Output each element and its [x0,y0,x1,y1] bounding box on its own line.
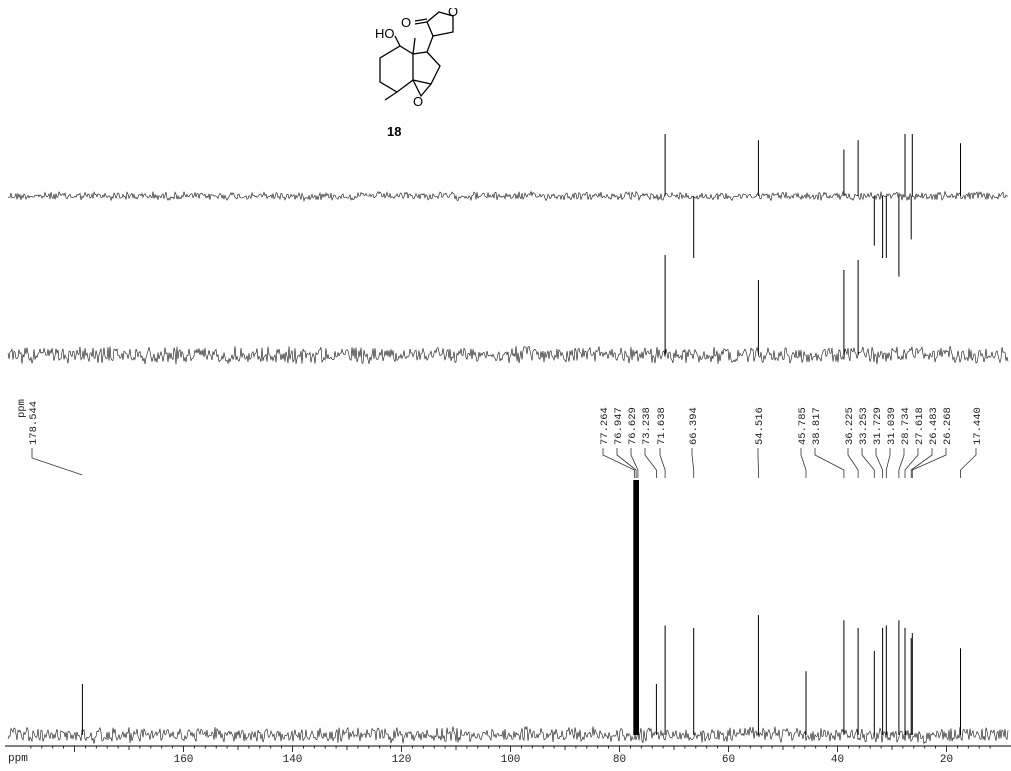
peak-leader [630,448,639,478]
peak-leader [885,448,891,478]
peak-lines [81,134,961,735]
peak-label: 31.729 [872,407,884,445]
spectrum-traces [7,190,1009,745]
tick-label-80: 80 [613,754,626,766]
peak-label: 36.225 [844,407,856,445]
tick-label-140: 140 [283,754,303,766]
peak-label: 45.785 [797,407,809,445]
peak-label: 77.264 [599,407,611,445]
peak-leader [898,448,905,478]
peak-leader [31,448,83,476]
peak-label: 76.629 [627,407,639,445]
peak-leader [875,448,883,478]
peak-label-list: ppm 178.544 77.264 76.947 76.629 73.238 71.638… [16,399,984,478]
peak-leader [910,448,933,478]
dept90-trace [7,345,1009,365]
peak-label: 26.483 [928,407,940,445]
peak-label: 27.618 [914,407,926,445]
tick-label-60: 60 [722,754,735,766]
tick-label-120: 120 [392,754,412,766]
ring-oxygen-label: O [448,8,458,19]
peak-label: 31.039 [886,407,898,445]
tick-label-160: 160 [174,754,194,766]
hydroxyl-label: HO [375,26,395,41]
molecule-structure: HO O O O 18 [375,8,458,139]
ppm-axis: ppm 160 140 120 100 80 60 40 20 [5,745,1011,766]
peak-label: 28.734 [900,407,912,445]
peak-label: 26.268 [942,407,954,445]
peak-label: 33.253 [858,407,870,445]
tick-label-40: 40 [831,754,844,766]
peak-label: 178.544 [28,401,40,445]
peak-leader [904,448,919,478]
peak-leader [644,448,657,478]
peak-label: 73.238 [641,407,653,445]
tick-label-100: 100 [501,754,521,766]
peak-leader [814,448,845,478]
peak-leader [911,448,947,478]
peak-leader [800,448,807,478]
peak-label: 66.394 [688,407,700,445]
peak-label: 76.947 [613,407,625,445]
peak-leader [659,448,666,478]
peak-leader [602,448,635,478]
peak-leader [691,448,695,478]
epoxide-oxygen-label: O [413,94,423,109]
peak-leader [847,448,859,478]
peak-label: 71.638 [656,407,668,445]
peak-list-header: ppm [16,399,28,418]
tick-label-20: 20 [940,754,953,766]
peak-label: 54.516 [754,407,766,445]
axis-label: ppm [8,753,28,765]
peak-label: 38.817 [811,407,823,445]
carbonyl-oxygen-label: O [401,15,411,30]
carbon-13-trace [7,725,1009,745]
peak-label: 17.440 [972,407,984,445]
peak-leader [960,448,977,478]
dept135-trace [7,190,1009,202]
peak-leader [616,448,637,478]
peak-leader [861,448,875,478]
compound-number: 18 [387,124,401,139]
